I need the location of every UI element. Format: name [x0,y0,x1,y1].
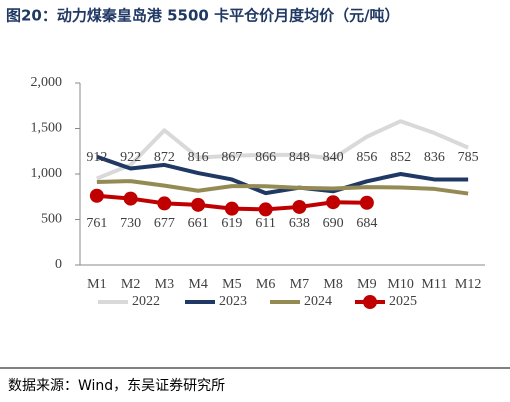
x-tick-label: M4 [188,277,207,292]
data-label: 840 [323,150,344,165]
legend-label: 2023 [219,294,247,309]
source: 数据来源：Wind，东吴证券研究所 [8,378,225,394]
data-label: 867 [221,150,242,165]
x-tick-label: M2 [121,277,140,292]
x-tick-label: M3 [155,277,174,292]
point [326,195,341,210]
point [89,188,104,203]
data-label: 785 [458,150,479,165]
chart-title: 图20：动力煤秦皇岛港 5500 卡平仓价月度均价（元/吨） [6,7,400,25]
data-label: 836 [424,150,445,165]
data-label: 761 [86,216,107,231]
y-tick-label: 0 [55,257,62,272]
point [224,201,239,216]
data-label: 848 [289,150,310,165]
data-label: 912 [86,150,107,165]
series-line [96,179,469,196]
legend-label: 2024 [304,294,332,309]
legend-marker [363,295,377,309]
legend-label: 2022 [132,294,160,309]
data-label: 684 [356,216,377,231]
data-label: 852 [390,150,411,165]
x-tick-label: M6 [256,277,275,292]
x-tick-label: M12 [455,277,481,292]
series-line [96,119,469,181]
x-tick-label: M8 [323,277,342,292]
data-label: 619 [221,216,242,231]
point [292,199,307,214]
y-tick-label: 2,000 [31,75,63,90]
data-label: 872 [154,150,175,165]
x-tick-label: M11 [421,277,447,292]
x-tick-label: M1 [87,277,106,292]
x-tick-label: M9 [357,277,376,292]
x-tick-label: M7 [290,277,309,292]
data-label: 677 [154,216,175,231]
x-tick-label: M10 [387,277,413,292]
y-tick-label: 1,500 [31,121,63,136]
series-line [96,154,469,196]
data-label: 866 [255,150,276,165]
data-label: 690 [323,216,344,231]
data-label: 661 [188,216,209,231]
legend-label: 2025 [389,294,417,309]
data-label: 611 [255,216,275,231]
y-tick-label: 500 [41,212,62,227]
point [258,202,273,217]
data-label: 730 [120,216,141,231]
y-tick-label: 1,000 [31,166,63,181]
point [359,195,374,210]
point [191,197,206,212]
x-tick-label: M5 [222,277,241,292]
data-label: 922 [120,150,141,165]
data-label: 638 [289,216,310,231]
data-label: 816 [188,150,209,165]
point [157,196,172,211]
point [123,191,138,206]
data-label: 856 [356,150,377,165]
